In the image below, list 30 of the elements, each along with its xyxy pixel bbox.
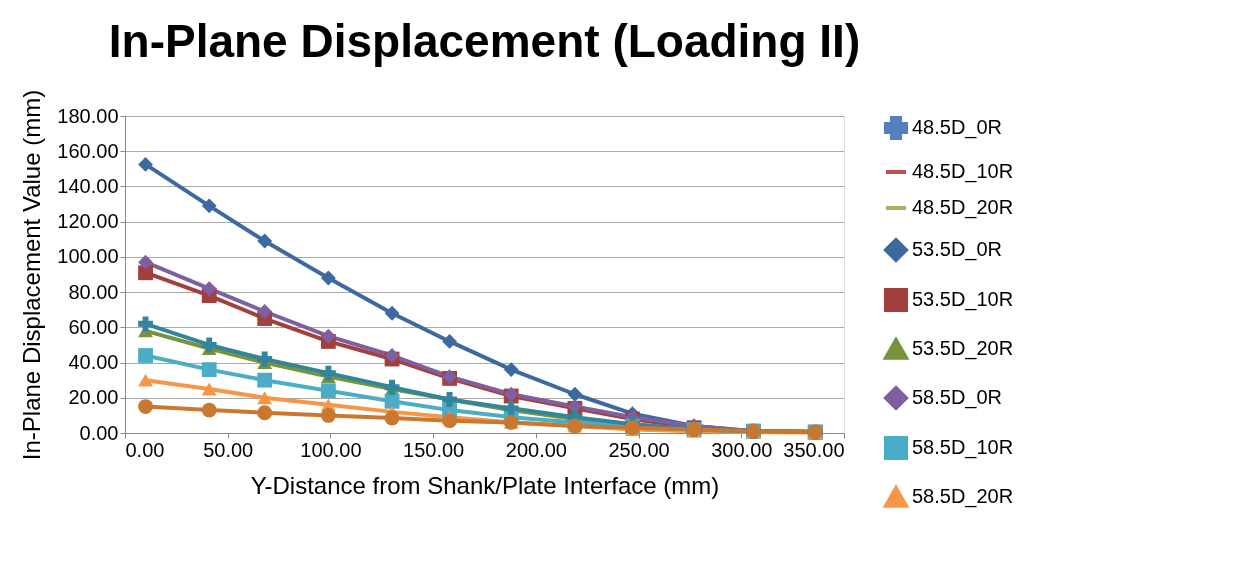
legend-label: 58.5D_0R xyxy=(912,386,1003,409)
legend-label: 58.5D_20R xyxy=(912,485,1014,508)
legend-label: 48.5D_0R xyxy=(912,116,1003,139)
y-tick-label: 40.00 xyxy=(68,351,119,374)
legend-label: 53.5D_10R xyxy=(912,288,1014,311)
y-tick-label: 20.00 xyxy=(68,386,119,409)
y-tick-label: 140.00 xyxy=(57,174,119,197)
y-tick-label: 120.00 xyxy=(57,210,119,233)
legend-label: 53.5D_20R xyxy=(912,337,1014,360)
y-tick-label: 80.00 xyxy=(68,280,119,303)
x-axis-title: Y-Distance from Shank/Plate Interface (mm) xyxy=(250,471,720,499)
legend-label: 48.5D_10R xyxy=(912,160,1014,183)
x-tick-label: 50.00 xyxy=(203,438,254,461)
y-tick-label: 60.00 xyxy=(68,315,119,338)
x-tick-label: 250.00 xyxy=(608,438,670,461)
legend-label: 48.5D_20R xyxy=(912,196,1014,219)
x-tick-label: 150.00 xyxy=(403,438,465,461)
x-tick-label: 300.00 xyxy=(711,438,773,461)
y-tick-label: 180.00 xyxy=(57,104,119,127)
y-tick-label: 0.00 xyxy=(79,421,119,444)
legend-label: 58.5D_10R xyxy=(912,436,1014,459)
y-tick-label: 160.00 xyxy=(57,139,119,162)
x-tick-label: 100.00 xyxy=(300,438,362,461)
x-tick-label: 0.00 xyxy=(125,438,165,461)
y-tick-label: 100.00 xyxy=(57,245,119,268)
y-axis-title: In-Plane Displacement Value (mm) xyxy=(18,89,46,461)
x-tick-label: 350.00 xyxy=(783,438,845,461)
x-tick-label: 200.00 xyxy=(505,438,567,461)
chart-title: In-Plane Displacement (Loading II) xyxy=(108,15,861,68)
legend-label: 53.5D_0R xyxy=(912,238,1003,261)
